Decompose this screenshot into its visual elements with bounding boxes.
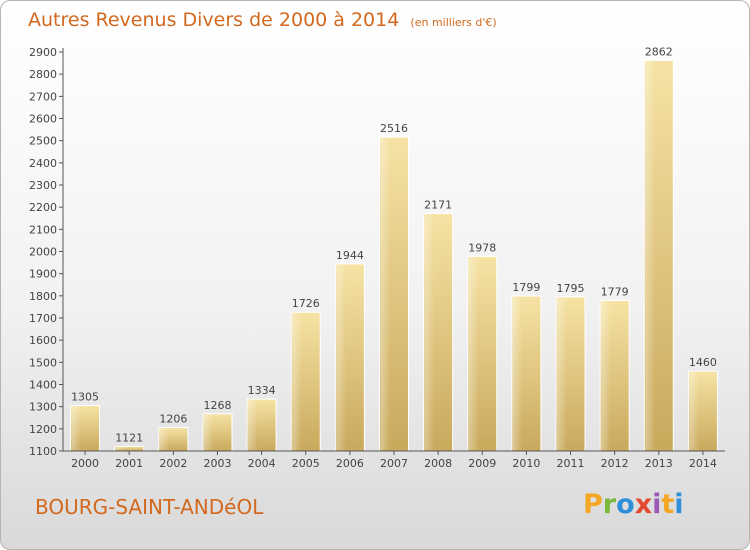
data-label-2001: 1121: [115, 431, 143, 444]
logo-letter: o: [616, 489, 635, 520]
x-tick-label-2009: 2009: [468, 457, 496, 470]
y-tick-label: 1400: [29, 379, 57, 392]
logo-letter: x: [634, 489, 653, 520]
data-label-2011: 1795: [557, 282, 585, 295]
x-tick-label-2006: 2006: [336, 457, 364, 470]
x-tick-label-2011: 2011: [557, 457, 585, 470]
bar-highlight: [292, 313, 302, 450]
data-label-2010: 1799: [512, 281, 540, 294]
y-tick-label: 2500: [29, 135, 57, 148]
y-tick-label: 1700: [29, 312, 57, 325]
bar-highlight: [203, 414, 214, 450]
y-tick-label: 2800: [29, 68, 57, 81]
data-label-2013: 2862: [645, 45, 673, 58]
bar-highlight: [468, 257, 479, 450]
x-tick-label-2008: 2008: [424, 457, 452, 470]
bar-highlight: [115, 447, 126, 450]
y-tick-label: 2600: [29, 113, 57, 126]
x-tick-label-2003: 2003: [203, 457, 231, 470]
data-label-2004: 1334: [248, 384, 276, 397]
data-label-2012: 1779: [601, 285, 629, 298]
x-tick-label-2014: 2014: [689, 457, 717, 470]
y-tick-label: 1500: [29, 356, 57, 369]
y-tick-label: 2200: [29, 201, 57, 214]
x-tick-label-2010: 2010: [512, 457, 540, 470]
logo-letter: t: [661, 489, 675, 520]
data-label-2009: 1978: [468, 241, 496, 254]
data-label-2000: 1305: [71, 391, 99, 404]
data-label-2006: 1944: [336, 249, 364, 262]
chart-title: Autres Revenus Divers de 2000 à 2014: [28, 9, 400, 31]
x-tick-label-2007: 2007: [380, 457, 408, 470]
y-tick-label: 2700: [29, 90, 57, 103]
y-tick-label: 1800: [29, 290, 57, 303]
bar-highlight: [159, 428, 170, 450]
x-tick-label-2002: 2002: [159, 457, 187, 470]
bar-highlight: [512, 297, 523, 450]
proxiti-logo: Proxiti: [583, 489, 684, 520]
bar-highlight: [601, 301, 611, 450]
logo-letter: i: [652, 489, 662, 520]
data-label-2008: 2171: [424, 199, 452, 212]
data-labels: 1305 1121 1206 1268 1334 1726 1944 2516 2171 1978…: [71, 45, 717, 444]
data-label-2003: 1268: [203, 399, 231, 412]
y-tick-label: 1100: [29, 445, 57, 458]
y-tick-label: 2900: [29, 46, 57, 59]
y-tick-label: 2000: [29, 246, 57, 259]
x-tick-label-2012: 2012: [601, 457, 629, 470]
x-tick-label-2000: 2000: [71, 457, 99, 470]
y-tick-label: 1300: [29, 401, 57, 414]
bar-highlight: [689, 372, 700, 450]
bar-highlight: [336, 264, 347, 450]
x-tick-label-2001: 2001: [115, 457, 143, 470]
logo-letter: r: [602, 489, 617, 520]
bar-highlight: [424, 214, 435, 450]
commune-name: BOURG-SAINT-ANDéOL: [35, 495, 264, 519]
x-tick-label-2005: 2005: [292, 457, 320, 470]
logo-letter: i: [674, 489, 684, 520]
x-tick-label-2013: 2013: [645, 457, 673, 470]
y-axis: 1100 1200 1300 1400 1500 1600 1700 1800 1900 2000…: [29, 46, 64, 458]
x-tick-label-2004: 2004: [248, 457, 276, 470]
logo-letter: P: [583, 489, 603, 520]
bar-highlight: [557, 297, 567, 450]
bars: [70, 59, 718, 452]
chart-subtitle: (en milliers d'€): [410, 16, 497, 29]
data-label-2002: 1206: [159, 413, 187, 426]
title-row: Autres Revenus Divers de 2000 à 2014 (en…: [28, 9, 497, 31]
y-tick-label: 1200: [29, 423, 57, 436]
y-tick-label: 2100: [29, 223, 57, 236]
data-label-2007: 2516: [380, 122, 408, 135]
bar-highlight: [380, 138, 391, 450]
x-axis: 2000 2001 2002 2003 2004 2005 2006 2007 2008 2009…: [63, 450, 725, 470]
y-tick-label: 1900: [29, 268, 57, 281]
y-tick-label: 2400: [29, 157, 57, 170]
data-label-2005: 1726: [292, 297, 320, 310]
y-tick-label: 2300: [29, 179, 57, 192]
bar-highlight: [248, 400, 258, 450]
bar-highlight: [645, 61, 655, 450]
data-label-2014: 1460: [689, 356, 717, 369]
y-tick-label: 1600: [29, 334, 57, 347]
bar-highlight: [71, 406, 82, 450]
